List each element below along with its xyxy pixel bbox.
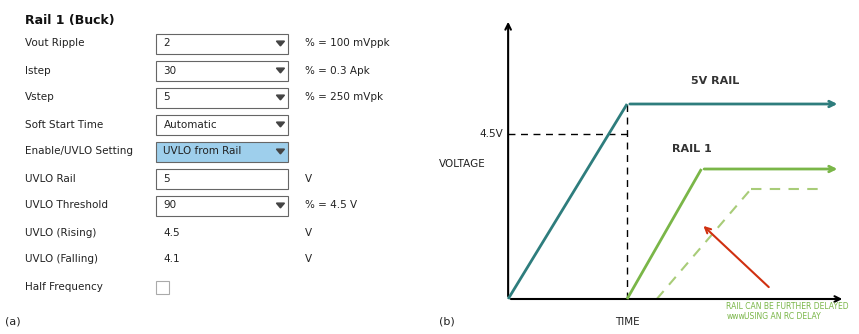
Text: V: V <box>305 227 312 237</box>
Text: Soft Start Time: Soft Start Time <box>25 120 103 130</box>
Text: % = 4.5 V: % = 4.5 V <box>305 200 356 210</box>
Polygon shape <box>277 68 284 73</box>
Text: 4.5: 4.5 <box>163 227 180 237</box>
Text: Vstep: Vstep <box>25 93 55 103</box>
Text: % = 0.3 Apk: % = 0.3 Apk <box>305 65 369 75</box>
Text: V: V <box>305 255 312 265</box>
Polygon shape <box>277 41 284 46</box>
Text: % = 100 mVppk: % = 100 mVppk <box>305 38 389 48</box>
Text: www.: www. <box>726 312 746 321</box>
Text: UVLO (Falling): UVLO (Falling) <box>25 255 98 265</box>
Bar <box>156 88 288 108</box>
Text: Half Frequency: Half Frequency <box>25 282 103 292</box>
Polygon shape <box>277 203 284 208</box>
Text: USING AN RC DELAY: USING AN RC DELAY <box>744 312 821 321</box>
Text: 4.5V: 4.5V <box>479 129 503 139</box>
Bar <box>156 168 288 188</box>
Text: TIME: TIME <box>615 317 639 327</box>
Text: RAIL 1: RAIL 1 <box>672 144 711 154</box>
Text: (a): (a) <box>5 316 21 326</box>
Text: V: V <box>305 173 312 183</box>
Text: RAIL CAN BE FURTHER DELAYED: RAIL CAN BE FURTHER DELAYED <box>726 302 849 311</box>
Text: 30: 30 <box>163 65 177 75</box>
Bar <box>156 195 288 215</box>
Text: Istep: Istep <box>25 65 51 75</box>
Text: 4.1: 4.1 <box>163 255 180 265</box>
Text: % = 250 mVpk: % = 250 mVpk <box>305 93 383 103</box>
Text: 90: 90 <box>163 200 177 210</box>
Polygon shape <box>277 95 284 100</box>
Bar <box>156 33 288 53</box>
Text: VOLTAGE: VOLTAGE <box>439 159 485 169</box>
Text: UVLO (Rising): UVLO (Rising) <box>25 227 96 237</box>
Text: 5: 5 <box>163 173 170 183</box>
Text: UVLO Threshold: UVLO Threshold <box>25 200 108 210</box>
Polygon shape <box>277 149 284 154</box>
Text: Enable/UVLO Setting: Enable/UVLO Setting <box>25 147 133 157</box>
Text: 5: 5 <box>163 93 170 103</box>
Text: UVLO Rail: UVLO Rail <box>25 173 76 183</box>
Bar <box>156 115 288 135</box>
Bar <box>156 281 169 294</box>
Text: (b): (b) <box>439 316 454 326</box>
Bar <box>156 142 288 162</box>
Text: Automatic: Automatic <box>163 120 217 130</box>
Text: 2: 2 <box>163 38 170 48</box>
Text: UVLO from Rail: UVLO from Rail <box>163 147 241 157</box>
Polygon shape <box>277 122 284 127</box>
Text: 5V RAIL: 5V RAIL <box>691 76 740 86</box>
Text: Rail 1 (Buck): Rail 1 (Buck) <box>25 14 115 27</box>
Text: Vout Ripple: Vout Ripple <box>25 38 85 48</box>
Bar <box>156 60 288 80</box>
